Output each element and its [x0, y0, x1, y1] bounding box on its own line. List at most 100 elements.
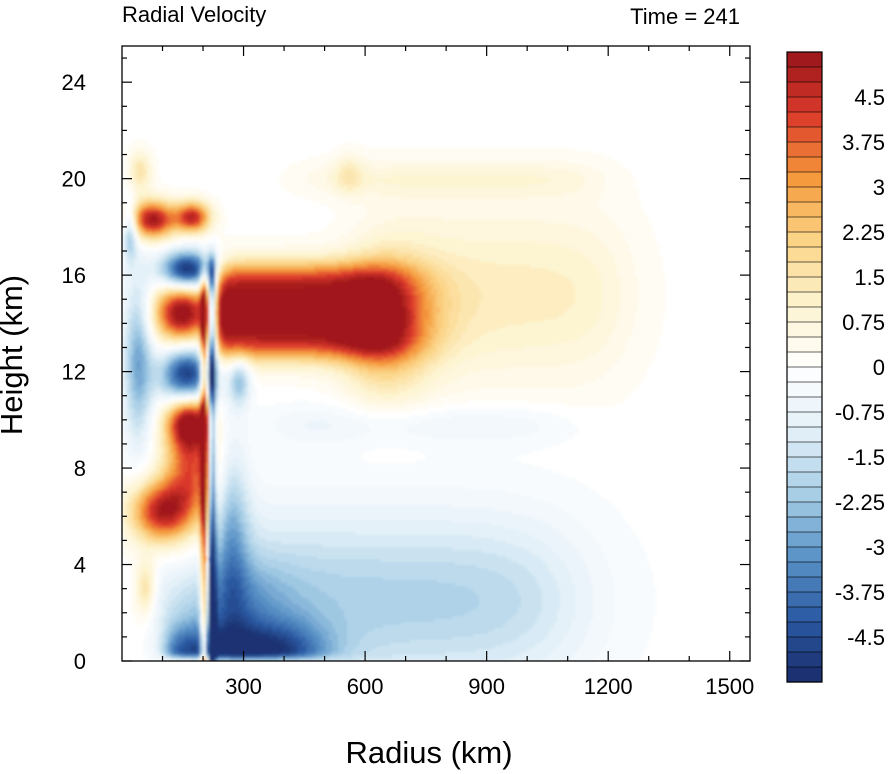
field-cell: [422, 307, 426, 311]
field-cell: [209, 259, 213, 263]
field-cell: [191, 262, 195, 266]
field-cell: [128, 379, 132, 383]
field-cell: [209, 232, 213, 236]
field-cell: [140, 559, 153, 563]
field-cell: [122, 316, 126, 320]
field-cell: [176, 409, 180, 413]
field-cell: [143, 310, 147, 314]
field-cell: [128, 241, 132, 245]
field-cell: [173, 526, 177, 530]
field-cell: [212, 412, 216, 416]
field-cell: [209, 547, 213, 551]
field-cell: [221, 388, 228, 392]
field-cell: [185, 439, 207, 443]
field-cell: [401, 277, 405, 281]
field-cell: [227, 451, 231, 455]
field-cell: [137, 160, 144, 164]
field-cell: [146, 187, 153, 191]
field-cell: [143, 226, 147, 230]
field-cell: [224, 547, 228, 551]
field-cell: [314, 355, 333, 359]
field-cell: [134, 403, 144, 407]
field-cell: [242, 385, 246, 389]
field-cell: [131, 364, 135, 368]
field-cell: [188, 442, 192, 446]
field-cell: [182, 202, 189, 206]
field-cell: [341, 235, 360, 239]
field-cell: [125, 523, 129, 527]
field-cell: [137, 538, 144, 542]
field-cell: [230, 427, 249, 431]
field-cell: [149, 394, 153, 398]
field-cell: [587, 256, 615, 260]
field-cell: [242, 403, 246, 407]
field-cell: [164, 487, 168, 491]
field-cell: [143, 454, 147, 458]
field-cell: [176, 331, 186, 335]
field-cell: [608, 250, 630, 254]
field-cell: [203, 400, 207, 404]
field-cell: [131, 346, 135, 350]
field-cell: [128, 166, 132, 170]
field-cell: [215, 409, 219, 413]
field-cell: [140, 508, 144, 512]
field-cell: [248, 403, 252, 407]
field-cell: [191, 235, 204, 239]
field-cell: [206, 451, 210, 455]
field-cell: [152, 520, 156, 524]
field-cell: [230, 355, 246, 359]
field-cell: [182, 451, 186, 455]
field-cell: [122, 205, 126, 209]
field-cell: [212, 232, 225, 236]
field-cell: [572, 283, 603, 287]
field-cell: [140, 490, 144, 494]
field-cell: [221, 256, 225, 260]
field-cell: [221, 556, 225, 560]
field-cell: [122, 334, 126, 338]
field-cell: [146, 163, 150, 167]
field-cell: [143, 418, 147, 422]
field-cell: [398, 337, 402, 341]
field-cell: [203, 373, 207, 377]
field-cell: [239, 550, 243, 554]
field-cell: [161, 310, 165, 314]
field-cell: [176, 295, 189, 299]
field-cell: [194, 478, 198, 482]
field-cell: [161, 334, 165, 338]
field-cell: [158, 466, 162, 470]
field-cell: [212, 511, 216, 515]
field-cell: [137, 226, 141, 230]
field-cell: [128, 289, 135, 293]
field-cell: [209, 391, 213, 395]
field-cell: [251, 385, 255, 389]
field-cell: [434, 286, 441, 290]
field-cell: [218, 295, 222, 299]
field-cell: [230, 493, 237, 497]
field-cell: [434, 268, 444, 272]
field-cell: [227, 448, 231, 452]
field-cell: [197, 349, 201, 353]
field-cell: [425, 394, 450, 398]
field-cell: [140, 511, 144, 515]
field-cell: [170, 262, 174, 266]
field-cell: [197, 211, 201, 215]
field-cell: [152, 562, 156, 566]
field-cell: [170, 253, 174, 257]
field-cell: [125, 391, 129, 395]
field-cell: [230, 445, 243, 449]
field-cell: [188, 301, 192, 305]
field-cell: [299, 376, 330, 380]
field-cell: [146, 358, 150, 362]
field-cell: [209, 508, 213, 512]
field-cell: [137, 235, 141, 239]
field-cell: [218, 376, 222, 380]
field-cell: [248, 532, 255, 536]
field-cell: [227, 469, 231, 473]
field-cell: [134, 337, 138, 341]
field-cell: [128, 352, 132, 356]
field-cell: [245, 385, 249, 389]
field-cell: [341, 271, 354, 275]
field-cell: [620, 310, 636, 314]
field-cell: [530, 265, 597, 269]
field-cell: [356, 376, 366, 380]
